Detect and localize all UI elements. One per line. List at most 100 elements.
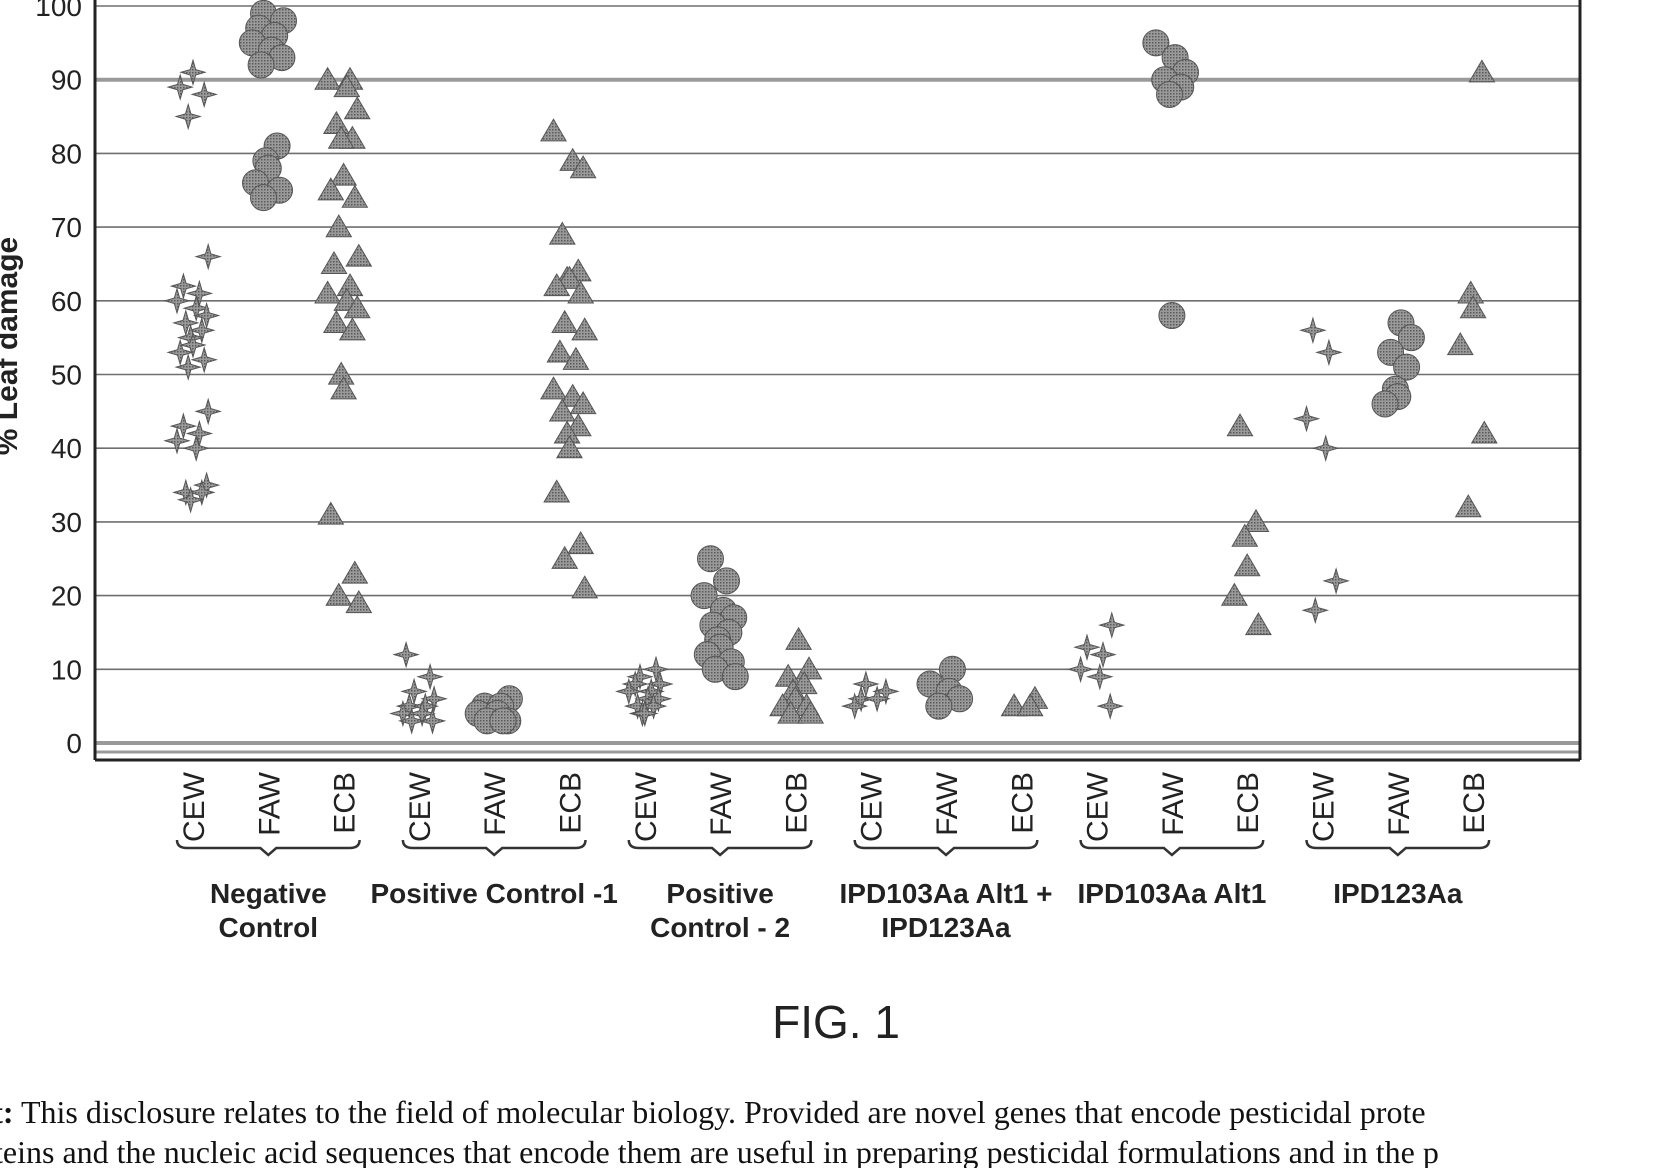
category-label-cew-g6: CEW [1308, 771, 1341, 842]
category-label-cew-g3: CEW [630, 771, 663, 842]
category-label-ecb-g4: ECB [1006, 772, 1039, 834]
category-label-faw-g4: FAW [931, 771, 964, 836]
point-ecb-g1-14 [315, 281, 340, 303]
abstract-line-1-text: This disclosure relates to the field of … [21, 1094, 1426, 1130]
y-tick-label-70: 70 [51, 212, 82, 243]
point-cew-g1-2 [192, 82, 216, 106]
category-label-ecb-g5: ECB [1232, 772, 1265, 834]
y-axis-ticks: 0102030405060708090100 [35, 0, 82, 759]
point-faw-g3-1 [714, 568, 740, 594]
abstract-line-1: ct: This disclosure relates to the field… [0, 1092, 1659, 1132]
point-faw-g4-4 [926, 693, 952, 719]
category-label-cew-g5: CEW [1082, 771, 1115, 842]
point-ecb-g2-23 [572, 576, 597, 598]
point-cew-g6-0 [1301, 318, 1325, 342]
point-cew-g6-4 [1324, 569, 1348, 593]
point-ecb-g6-0 [1469, 60, 1494, 82]
point-ecb-g1-24 [346, 591, 371, 613]
y-tick-label-50: 50 [51, 360, 82, 391]
point-cew-g6-1 [1317, 340, 1341, 364]
point-cew-g6-2 [1295, 407, 1319, 431]
group-label-2-line-1: Positive Control -1 [371, 878, 618, 909]
y-tick-label-100: 100 [35, 0, 82, 22]
x-axis-categories: CEWFAWECBCEWFAWECBCEWFAWECBCEWFAWECBCEWF… [178, 771, 1491, 842]
point-cew-g6-3 [1314, 436, 1338, 460]
y-tick-label-0: 0 [66, 728, 82, 759]
point-cew-g1-21 [184, 436, 208, 460]
point-ecb-g2-11 [547, 340, 572, 362]
point-ecb-g3-0 [786, 628, 811, 650]
treatment-groups: NegativeControlPositive Control -1Positi… [177, 840, 1489, 943]
plot-frame [95, 0, 1580, 760]
category-label-faw-g6: FAW [1383, 771, 1416, 836]
point-ecb-g2-21 [568, 532, 593, 554]
point-cew-g5-4 [1088, 665, 1112, 689]
category-label-ecb-g1: ECB [329, 772, 362, 834]
point-cew-g2-2 [402, 679, 426, 703]
point-ecb-g2-10 [572, 318, 597, 340]
point-cew-g4-0 [854, 672, 878, 696]
y-tick-label-30: 30 [51, 507, 82, 538]
point-ecb-g1-21 [318, 503, 343, 525]
point-faw-g2-7 [490, 708, 516, 734]
y-tick-label-20: 20 [51, 581, 82, 612]
point-ecb-g6-4 [1472, 421, 1497, 443]
group-label-1-line-1: Negative [210, 878, 327, 909]
y-axis-label: % Leaf damage [0, 237, 24, 455]
figure-caption: FIG. 1 [772, 996, 900, 1048]
group-label-5-line-1: IPD103Aa Alt1 [1077, 878, 1266, 909]
category-label-ecb-g2: ECB [555, 772, 588, 834]
point-ecb-g1-9 [342, 186, 367, 208]
category-label-faw-g3: FAW [705, 771, 738, 836]
point-ecb-g5-3 [1235, 554, 1260, 576]
data-points [165, 0, 1497, 734]
point-ecb-g2-0 [541, 119, 566, 141]
group-label-4-line-1: IPD103Aa Alt1 + [840, 878, 1053, 909]
category-label-ecb-g3: ECB [780, 772, 813, 834]
point-ecb-g1-10 [326, 215, 351, 237]
point-faw-g3-0 [698, 546, 724, 572]
category-label-cew-g1: CEW [178, 771, 211, 842]
y-tick-label-60: 60 [51, 286, 82, 317]
point-ecb-g3-2 [776, 665, 801, 687]
y-tick-label-90: 90 [51, 65, 82, 96]
point-ecb-g2-13 [541, 377, 566, 399]
point-ecb-g3-1 [796, 657, 821, 679]
abstract-label: ct: [0, 1094, 14, 1130]
point-ecb-g5-4 [1222, 584, 1247, 606]
point-cew-g5-0 [1100, 613, 1124, 637]
point-ecb-g2-20 [544, 480, 569, 502]
point-ecb-g1-13 [337, 274, 362, 296]
point-faw-g1-13 [251, 185, 277, 211]
point-ecb-g1-12 [321, 252, 346, 274]
point-faw-g3-12 [722, 664, 748, 690]
point-ecb-g1-17 [324, 311, 349, 333]
category-label-cew-g4: CEW [856, 771, 889, 842]
point-ecb-g1-4 [324, 112, 349, 134]
point-cew-g5-3 [1069, 657, 1093, 681]
point-ecb-g6-3 [1448, 333, 1473, 355]
point-ecb-g1-7 [331, 164, 356, 186]
category-label-cew-g2: CEW [404, 771, 437, 842]
point-cew-g1-4 [196, 245, 220, 269]
abstract-text: ct: This disclosure relates to the field… [0, 1092, 1659, 1168]
point-cew-g6-5 [1303, 598, 1327, 622]
point-faw-g5-5 [1157, 81, 1183, 107]
point-cew-g2-0 [394, 643, 418, 667]
point-cew-g2-1 [418, 665, 442, 689]
point-ecb-g6-5 [1456, 495, 1481, 517]
point-ecb-g1-22 [342, 561, 367, 583]
group-label-3-line-2: Control - 2 [650, 912, 790, 943]
abstract-line-2: oteins and the nucleic acid sequences th… [0, 1132, 1659, 1168]
point-ecb-g1-11 [346, 245, 371, 267]
y-tick-label-10: 10 [51, 654, 82, 685]
group-label-3-line-1: Positive [666, 878, 773, 909]
point-ecb-g5-5 [1246, 613, 1271, 635]
y-tick-label-40: 40 [51, 433, 82, 464]
category-label-faw-g1: FAW [253, 771, 286, 836]
point-cew-g1-3 [176, 105, 200, 129]
point-faw-g6-6 [1372, 391, 1398, 417]
point-ecb-g2-3 [550, 222, 575, 244]
point-faw-g1-7 [248, 52, 274, 78]
